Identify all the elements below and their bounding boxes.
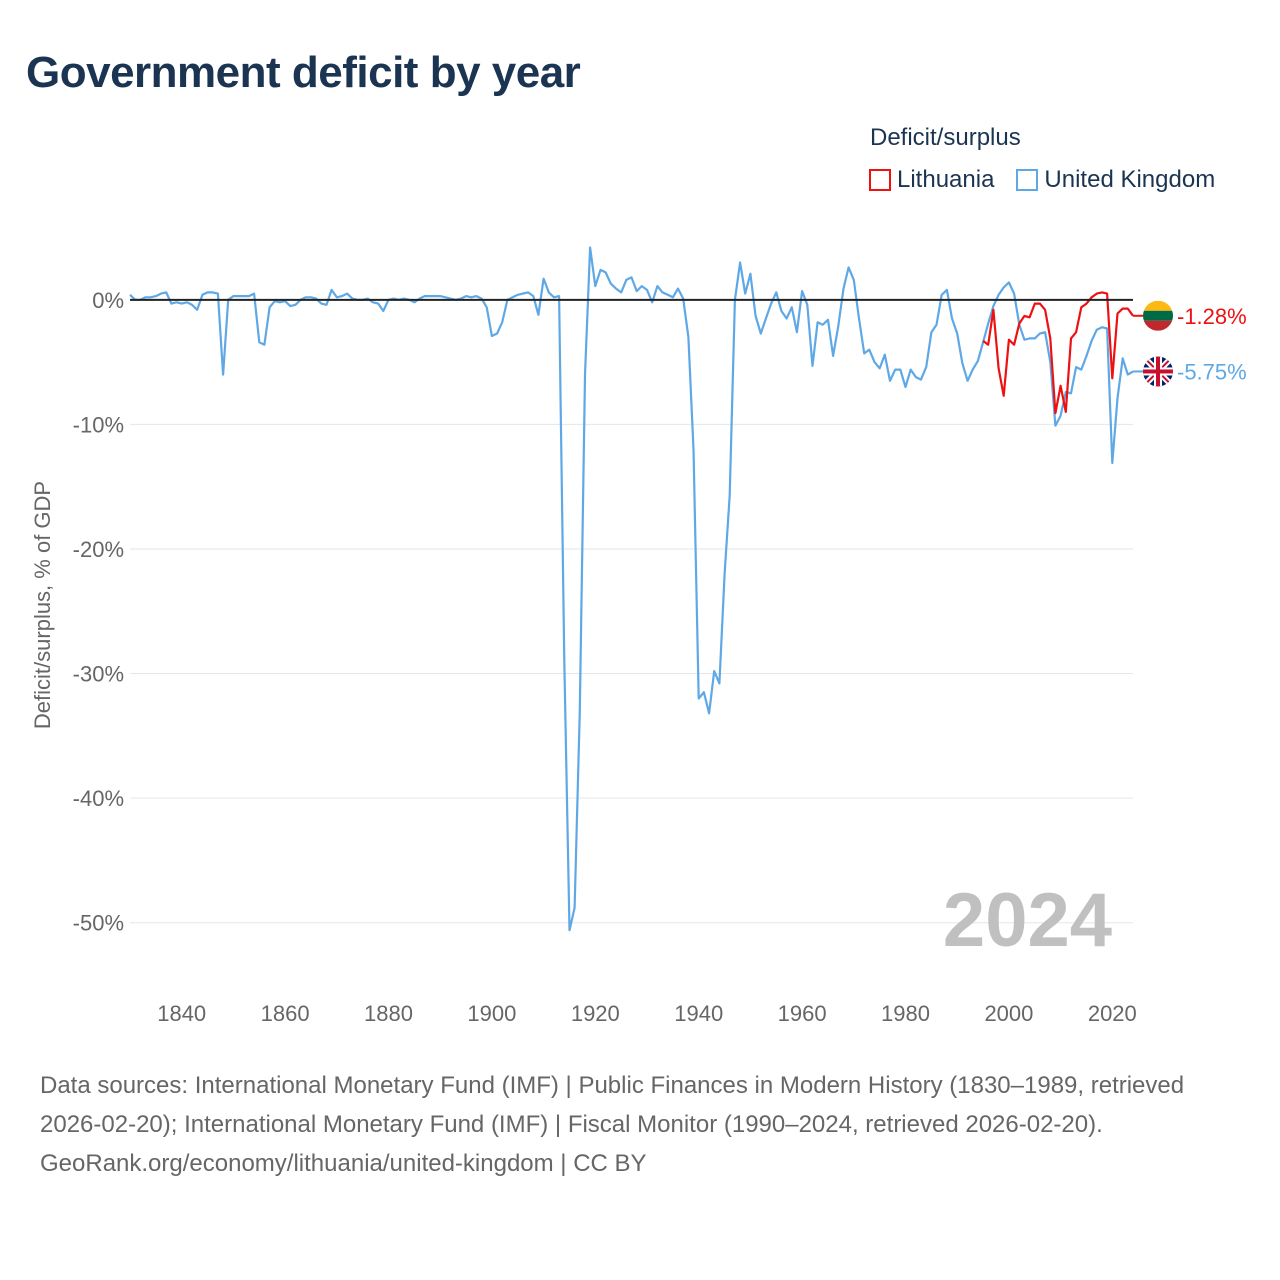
y-axis-ticks: 0% -10% -20% -30% -40% -50% xyxy=(73,288,124,936)
x-tick-label: 2020 xyxy=(1088,1001,1137,1026)
y-tick-label: -30% xyxy=(73,662,124,687)
x-tick-label: 1840 xyxy=(157,1001,206,1026)
x-tick-label: 1960 xyxy=(778,1001,827,1026)
source-link[interactable]: GeoRank.org/economy/lithuania/united-kin… xyxy=(40,1150,647,1177)
legend-label-lithuania: Lithuania xyxy=(897,166,995,193)
legend-swatch-united-kingdom xyxy=(1016,169,1039,191)
lithuania-flag-icon xyxy=(1143,300,1173,331)
end-label-united-kingdom: -5.75% xyxy=(1177,359,1247,384)
y-tick-label: 0% xyxy=(92,288,124,313)
y-tick-label: -50% xyxy=(73,911,124,936)
gridlines xyxy=(130,423,1133,924)
x-tick-label: 2000 xyxy=(984,1001,1033,1026)
footer: Data sources: International Monetary Fun… xyxy=(40,1066,1240,1183)
legend-label-united-kingdom: United Kingdom xyxy=(1044,166,1216,193)
x-tick-label: 1920 xyxy=(571,1001,620,1026)
legend-item-lithuania[interactable]: Lithuania xyxy=(869,166,994,194)
x-tick-label: 1880 xyxy=(364,1001,413,1026)
page-title: Government deficit by year xyxy=(26,48,581,97)
y-tick-label: -10% xyxy=(73,412,124,437)
series-end-markers: -5.75% -1.28% xyxy=(1133,300,1247,387)
legend-title: Deficit/surplus xyxy=(870,124,1021,151)
legend-swatch-lithuania xyxy=(869,169,891,191)
y-axis-label: Deficit/surplus, % of GDP xyxy=(30,481,55,729)
end-label-lithuania: -1.28% xyxy=(1177,304,1247,329)
x-tick-label: 1940 xyxy=(674,1001,723,1026)
x-tick-label: 1860 xyxy=(261,1001,310,1026)
y-tick-label: -20% xyxy=(73,537,124,562)
x-axis-ticks: 1840 1860 1880 1900 1920 1940 1960 1980 2000 2020 xyxy=(157,1001,1137,1026)
legend-item-united-kingdom[interactable]: United Kingdom xyxy=(1016,166,1215,194)
data-sources: Data sources: International Monetary Fun… xyxy=(40,1072,1185,1138)
series-lines xyxy=(129,246,1134,932)
y-tick-label: -40% xyxy=(73,786,124,811)
series-line-lithuania xyxy=(982,291,1134,415)
x-tick-label: 1980 xyxy=(881,1001,930,1026)
x-tick-label: 1900 xyxy=(467,1001,516,1026)
current-year-label: 2024 xyxy=(943,878,1112,963)
united-kingdom-flag-icon xyxy=(1143,356,1173,387)
series-line-united-kingdom xyxy=(129,246,1134,932)
deficit-line-chart: 0%-10%-20%-30%-40%-50% 1840 1860 1880 1900 1… xyxy=(30,246,1247,1026)
legend: Lithuania United Kingdom xyxy=(869,166,1215,194)
